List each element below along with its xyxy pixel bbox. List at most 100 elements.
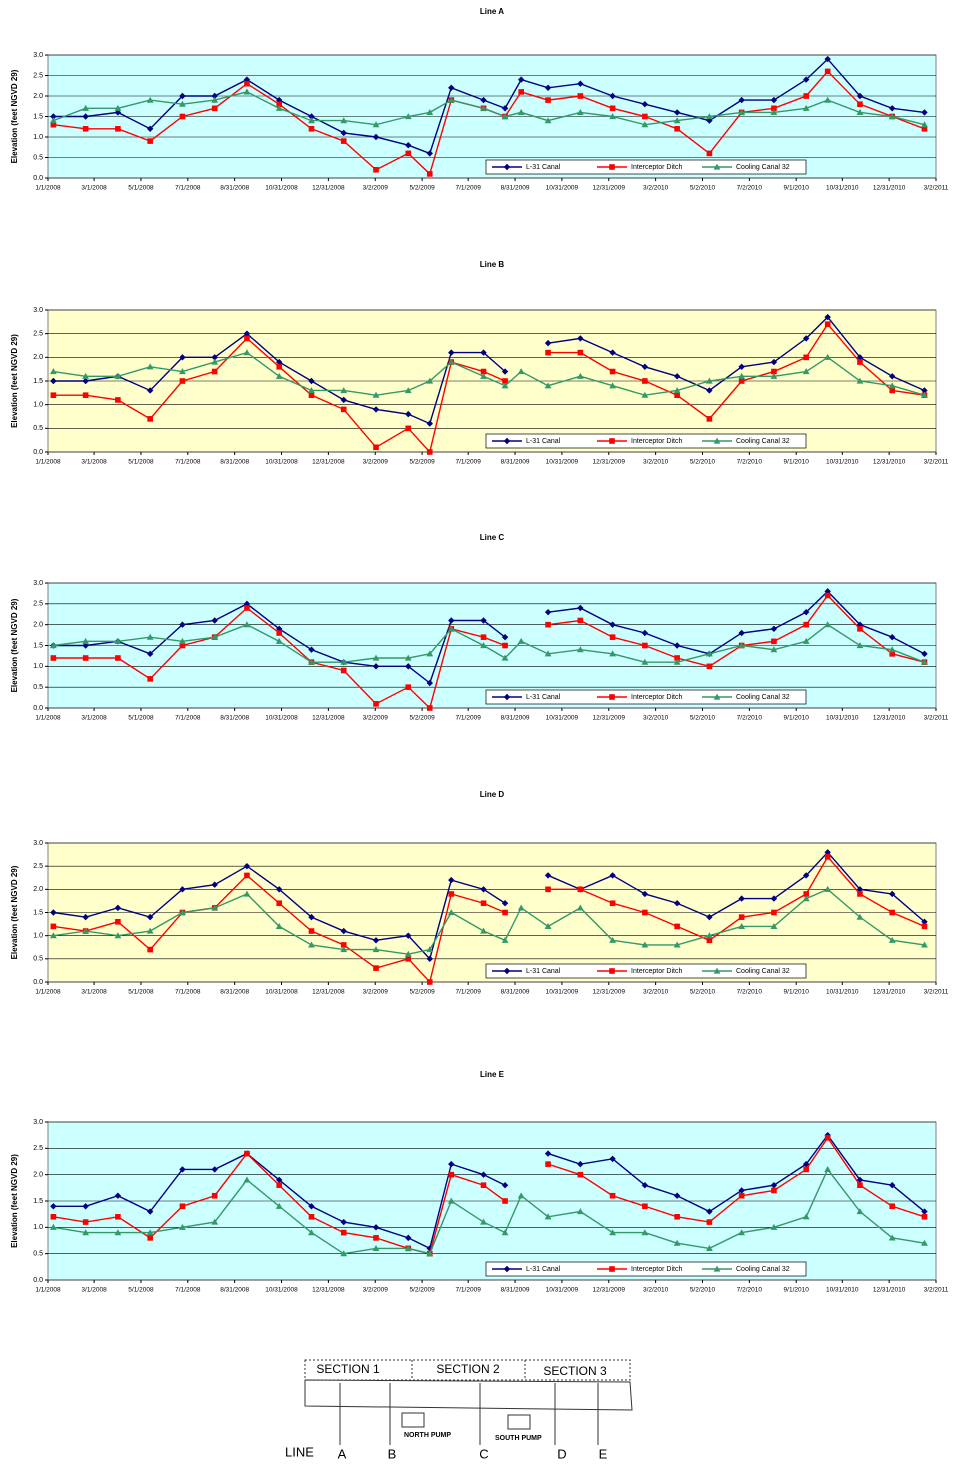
x-tick-label: 9/1/2010 [784, 715, 810, 722]
data-point [82, 1219, 89, 1225]
data-point [82, 1203, 89, 1210]
data-point [49, 642, 57, 649]
data-point [889, 105, 896, 112]
x-tick-label: 12/31/2009 [592, 1287, 625, 1294]
data-point [82, 1229, 90, 1236]
x-tick-label: 10/31/2010 [826, 459, 859, 466]
data-point [146, 387, 154, 394]
canal-outline [304, 1379, 633, 1411]
data-point [577, 349, 584, 356]
y-tick-label: 2.5 [33, 601, 43, 608]
data-point [404, 950, 412, 957]
data-point [340, 1250, 348, 1257]
y-tick-label: 2.5 [33, 331, 43, 338]
x-tick-label: 12/31/2010 [873, 715, 906, 722]
data-point [921, 387, 928, 394]
data-point [577, 335, 584, 342]
data-point [501, 1229, 509, 1236]
data-point [642, 909, 648, 916]
data-point [211, 881, 218, 888]
data-point [82, 372, 90, 379]
data-point [372, 946, 380, 953]
data-point [308, 377, 315, 385]
y-tick-label: 2.0 [33, 354, 43, 361]
legend-label: Cooling Canal 32 [736, 968, 790, 975]
data-point [517, 368, 525, 375]
series-line [53, 332, 506, 425]
data-point [82, 655, 89, 661]
data-point [405, 956, 412, 962]
x-tick-label: 10/31/2008 [265, 459, 298, 466]
x-tick-label: 3/1/2008 [81, 715, 107, 722]
data-point [824, 353, 832, 360]
data-point [738, 895, 745, 902]
data-point [211, 617, 218, 624]
data-point [609, 382, 617, 389]
data-point [609, 368, 616, 375]
data-point [426, 1250, 434, 1257]
data-point [49, 932, 57, 939]
data-point [921, 391, 928, 398]
x-tick-label: 3/2/2009 [363, 715, 389, 722]
line-letter: A [338, 1446, 347, 1461]
section-band [304, 1359, 631, 1381]
data-point [501, 105, 509, 112]
data-point [502, 642, 508, 649]
data-point [501, 654, 509, 661]
data-point [857, 101, 863, 107]
data-point [308, 1203, 315, 1210]
data-point [211, 354, 218, 361]
x-tick-label: 8/31/2009 [501, 1287, 530, 1294]
x-tick-label: 5/2/2009 [409, 715, 435, 722]
data-point [179, 354, 186, 361]
data-point [609, 621, 616, 628]
data-point [372, 133, 380, 141]
x-tick-label: 10/31/2009 [546, 715, 579, 722]
chart: Line B Elevation (feet NGVD 29) 0.0 0.5 1.0 1… [10, 260, 949, 466]
data-point [609, 900, 616, 907]
y-tick-label: 0.0 [33, 1277, 43, 1284]
data-point [480, 96, 487, 104]
data-point [544, 1213, 552, 1220]
legend-box [485, 159, 807, 175]
data-point [447, 96, 455, 103]
data-point [405, 425, 412, 432]
y-tick-label: 0.0 [33, 449, 43, 456]
data-point [673, 1239, 681, 1246]
data-point [641, 391, 649, 398]
data-point [857, 359, 863, 365]
data-point [114, 1192, 122, 1199]
data-point [308, 117, 315, 124]
data-point [770, 1223, 778, 1230]
data-point [577, 80, 584, 87]
x-tick-label: 7/1/2009 [456, 715, 482, 722]
data-point [211, 904, 219, 911]
data-point [308, 1214, 315, 1220]
data-point [889, 909, 896, 916]
line-letter: E [599, 1446, 608, 1461]
x-tick-label: 1/1/2008 [35, 459, 61, 466]
x-tick-label: 8/31/2009 [501, 459, 530, 466]
y-tick-label: 3.0 [33, 1119, 43, 1126]
data-point [426, 377, 434, 384]
legend-label: L-31 Canal [526, 694, 561, 701]
x-tick-label: 10/31/2008 [265, 715, 298, 722]
data-point [404, 113, 412, 120]
data-point [179, 1203, 186, 1210]
data-point [802, 368, 810, 375]
x-tick-label: 10/31/2010 [826, 989, 859, 996]
data-point [577, 604, 584, 612]
data-point [824, 849, 831, 856]
x-tick-label: 12/31/2009 [592, 989, 625, 996]
data-point [426, 150, 433, 157]
data-point [179, 886, 186, 893]
data-point [115, 655, 121, 661]
x-tick-label: 7/1/2008 [175, 715, 201, 722]
data-point [480, 104, 487, 111]
data-point [340, 1218, 347, 1226]
pump-label: NORTH PUMP [404, 1432, 451, 1439]
y-tick-label: 0.5 [33, 154, 43, 161]
data-point [276, 886, 283, 893]
legend: L-31 Canal Interceptor Ditch Cooling Canal… [485, 1261, 807, 1277]
y-tick-label: 0.0 [33, 175, 43, 182]
